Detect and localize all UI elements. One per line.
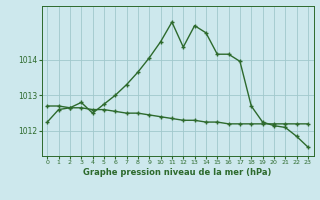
X-axis label: Graphe pression niveau de la mer (hPa): Graphe pression niveau de la mer (hPa)	[84, 168, 272, 177]
